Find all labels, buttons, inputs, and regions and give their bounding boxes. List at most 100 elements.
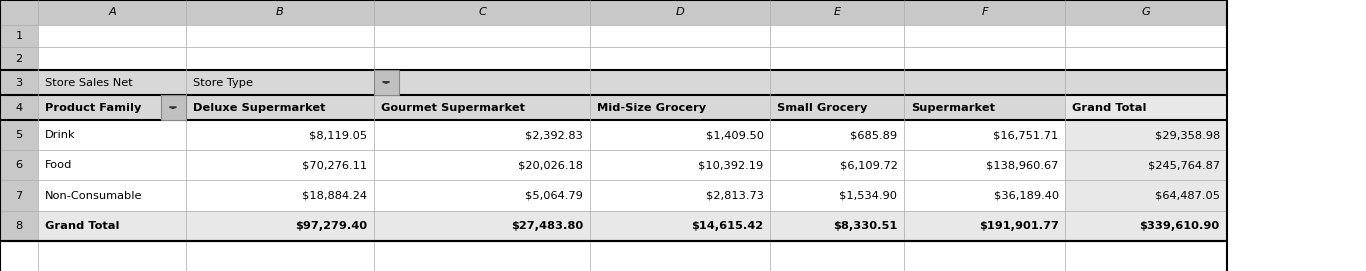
Bar xyxy=(186,95,374,120)
Text: $14,615.42: $14,615.42 xyxy=(691,221,764,231)
Text: A: A xyxy=(108,8,116,17)
Bar xyxy=(374,70,399,95)
Bar xyxy=(1065,70,1227,95)
Bar xyxy=(904,47,1065,70)
Text: Drink: Drink xyxy=(45,130,75,140)
Bar xyxy=(1065,95,1227,120)
Text: Deluxe Supermarket: Deluxe Supermarket xyxy=(193,103,325,113)
Text: $18,884.24: $18,884.24 xyxy=(302,191,367,201)
Text: $16,751.71: $16,751.71 xyxy=(993,130,1059,140)
Text: $29,358.98: $29,358.98 xyxy=(1154,130,1220,140)
Text: F: F xyxy=(982,8,988,17)
Text: $2,813.73: $2,813.73 xyxy=(706,191,764,201)
Bar xyxy=(904,180,1065,211)
Bar xyxy=(0,47,38,70)
Text: $1,409.50: $1,409.50 xyxy=(706,130,764,140)
Bar xyxy=(0,180,38,211)
Bar xyxy=(186,150,374,180)
Text: Food: Food xyxy=(45,160,72,170)
Text: $8,119.05: $8,119.05 xyxy=(309,130,367,140)
Bar xyxy=(38,70,186,95)
Bar xyxy=(186,180,374,211)
Text: 7: 7 xyxy=(15,191,23,201)
Text: $1,534.90: $1,534.90 xyxy=(840,191,897,201)
Bar xyxy=(770,25,904,47)
Bar xyxy=(590,25,770,47)
Text: Store Type: Store Type xyxy=(193,78,253,88)
Bar xyxy=(770,70,904,95)
Text: 4: 4 xyxy=(15,103,23,113)
Text: $8,330.51: $8,330.51 xyxy=(833,221,897,231)
Bar xyxy=(374,0,590,25)
Polygon shape xyxy=(169,107,176,108)
Text: $70,276.11: $70,276.11 xyxy=(302,160,367,170)
Text: $685.89: $685.89 xyxy=(851,130,897,140)
Text: Store Sales Net: Store Sales Net xyxy=(45,78,133,88)
Text: $36,189.40: $36,189.40 xyxy=(993,191,1059,201)
Bar xyxy=(1065,180,1227,211)
Bar xyxy=(38,211,186,241)
Bar xyxy=(904,211,1065,241)
Bar xyxy=(590,180,770,211)
Bar xyxy=(374,25,590,47)
Bar xyxy=(186,0,374,25)
Text: $245,764.87: $245,764.87 xyxy=(1147,160,1220,170)
Text: C: C xyxy=(478,8,486,17)
Bar xyxy=(374,120,590,150)
Bar xyxy=(904,0,1065,25)
Text: 3: 3 xyxy=(15,78,23,88)
Text: Gourmet Supermarket: Gourmet Supermarket xyxy=(381,103,525,113)
Text: 8: 8 xyxy=(15,221,23,231)
Bar xyxy=(1065,25,1227,47)
Text: D: D xyxy=(676,8,684,17)
Text: E: E xyxy=(833,8,841,17)
Bar xyxy=(0,95,38,120)
Bar xyxy=(770,211,904,241)
Bar xyxy=(374,211,590,241)
Bar xyxy=(0,0,38,25)
Bar xyxy=(904,120,1065,150)
Bar xyxy=(590,150,770,180)
Bar xyxy=(0,150,38,180)
Bar xyxy=(38,150,186,180)
Bar xyxy=(770,120,904,150)
Bar xyxy=(38,180,186,211)
Bar xyxy=(590,120,770,150)
Text: 5: 5 xyxy=(15,130,23,140)
Text: $191,901.77: $191,901.77 xyxy=(979,221,1059,231)
Bar xyxy=(38,95,186,120)
Text: $27,483.80: $27,483.80 xyxy=(511,221,583,231)
Bar xyxy=(0,25,38,47)
Bar xyxy=(374,95,590,120)
Text: $5,064.79: $5,064.79 xyxy=(526,191,583,201)
Text: 6: 6 xyxy=(15,160,23,170)
Bar xyxy=(904,70,1065,95)
Text: Supermarket: Supermarket xyxy=(911,103,994,113)
Bar xyxy=(770,180,904,211)
Text: 1: 1 xyxy=(15,31,23,41)
Text: $64,487.05: $64,487.05 xyxy=(1154,191,1220,201)
Text: Non-Consumable: Non-Consumable xyxy=(45,191,142,201)
Text: Mid-Size Grocery: Mid-Size Grocery xyxy=(597,103,706,113)
Bar xyxy=(374,70,590,95)
Bar xyxy=(1065,211,1227,241)
Text: $20,026.18: $20,026.18 xyxy=(518,160,583,170)
Bar xyxy=(186,47,374,70)
Bar xyxy=(1065,150,1227,180)
Bar xyxy=(770,95,904,120)
Bar xyxy=(161,95,186,120)
Bar xyxy=(1065,120,1227,150)
Bar xyxy=(186,25,374,47)
Text: G: G xyxy=(1142,8,1150,17)
Bar xyxy=(186,120,374,150)
Bar xyxy=(590,0,770,25)
Text: $2,392.83: $2,392.83 xyxy=(526,130,583,140)
Bar xyxy=(590,95,770,120)
Bar xyxy=(590,211,770,241)
Bar xyxy=(904,95,1065,120)
Text: Product Family: Product Family xyxy=(45,103,142,113)
Text: B: B xyxy=(276,8,284,17)
Text: $10,392.19: $10,392.19 xyxy=(698,160,764,170)
Bar xyxy=(38,25,186,47)
Bar xyxy=(38,47,186,70)
